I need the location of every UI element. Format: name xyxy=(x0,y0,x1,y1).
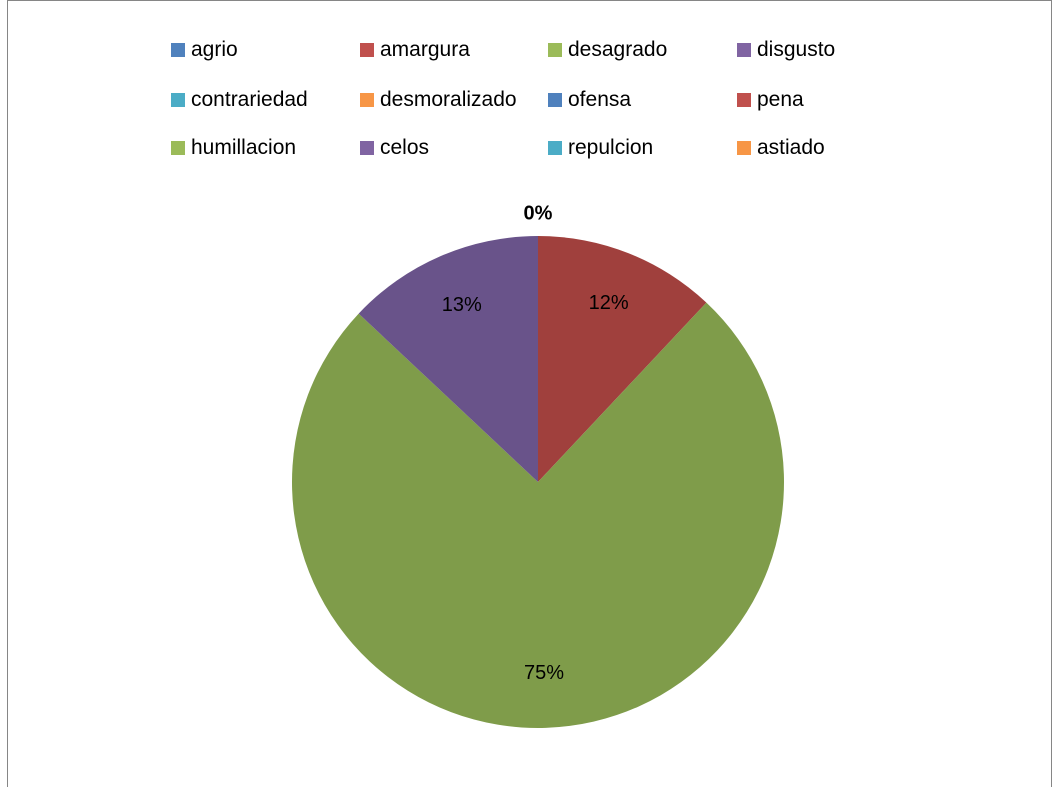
legend-swatch-amargura xyxy=(360,43,374,57)
legend-item-contrariedad: contrariedad xyxy=(171,87,308,113)
data-label-disgusto: 13% xyxy=(442,294,482,316)
legend-label: desagrado xyxy=(568,38,668,61)
legend-swatch-repulcion xyxy=(548,141,562,155)
pie-slice-amargura xyxy=(538,236,707,482)
chart-frame xyxy=(7,0,1052,787)
legend-item-amargura: amargura xyxy=(360,37,470,63)
legend-item-repulcion: repulcion xyxy=(548,135,653,161)
data-label-desagrado: 75% xyxy=(524,662,564,684)
data-label-agrio: 0% xyxy=(524,202,553,224)
legend-swatch-desmoralizado xyxy=(360,93,374,107)
data-label-amargura: 12% xyxy=(589,292,629,314)
legend-label: desmoralizado xyxy=(380,88,517,111)
legend-item-desagrado: desagrado xyxy=(548,37,667,63)
legend-label: pena xyxy=(757,88,804,111)
legend-label: agrio xyxy=(191,38,238,61)
legend-swatch-contrariedad xyxy=(171,93,185,107)
legend-swatch-pena xyxy=(737,93,751,107)
legend-label: disgusto xyxy=(757,38,836,61)
legend-swatch-astiado xyxy=(737,141,751,155)
legend-label: contrariedad xyxy=(191,88,308,111)
legend-item-astiado: astiado xyxy=(737,135,825,161)
legend-label: celos xyxy=(380,136,430,159)
legend-item-humillacion: humillacion xyxy=(171,135,296,161)
legend-item-pena: pena xyxy=(737,87,804,113)
legend-swatch-celos xyxy=(360,141,374,155)
legend-item-disgusto: disgusto xyxy=(737,37,835,63)
legend-swatch-agrio xyxy=(171,43,185,57)
pie-slice-desagrado xyxy=(291,302,784,728)
legend-swatch-disgusto xyxy=(737,43,751,57)
legend-swatch-desagrado xyxy=(548,43,562,57)
legend-label: amargura xyxy=(380,38,470,61)
legend-item-agrio: agrio xyxy=(171,37,238,63)
legend-item-desmoralizado: desmoralizado xyxy=(360,87,517,113)
legend-item-ofensa: ofensa xyxy=(548,87,631,113)
pie-slice-disgusto xyxy=(358,236,538,482)
legend-label: ofensa xyxy=(568,88,632,111)
legend-label: repulcion xyxy=(568,136,654,159)
legend-item-celos: celos xyxy=(360,135,429,161)
legend-swatch-ofensa xyxy=(548,93,562,107)
legend-label: humillacion xyxy=(191,136,297,159)
legend-label: astiado xyxy=(757,136,825,159)
legend-swatch-humillacion xyxy=(171,141,185,155)
chart-legend: agrio amargura desagrado disgusto contra… xyxy=(0,0,1053,180)
